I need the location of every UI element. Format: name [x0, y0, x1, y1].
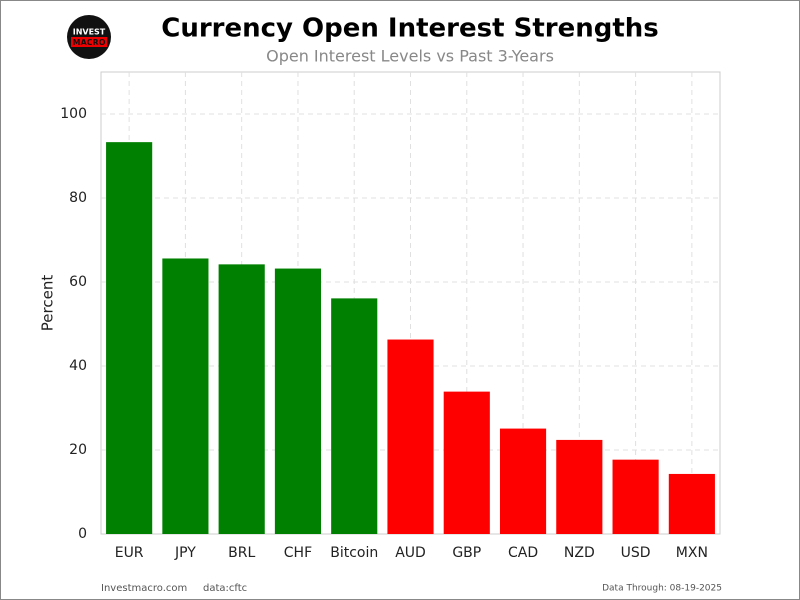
bar: [331, 298, 378, 534]
footer-site: Investmacro.com: [101, 583, 187, 594]
x-tick-label: BRL: [228, 545, 255, 561]
y-axis-label: Percent: [39, 275, 57, 332]
bar: [612, 459, 659, 534]
footer-date: Data Through: 08-19-2025: [602, 584, 722, 594]
chart-title: Currency Open Interest Strengths: [161, 14, 659, 44]
bar: [443, 391, 490, 534]
x-tick-label: JPY: [174, 545, 196, 561]
bar: [106, 142, 153, 534]
y-tick-label: 100: [60, 106, 87, 122]
x-tick-label: Bitcoin: [330, 545, 378, 561]
bar: [668, 473, 715, 534]
y-tick-label: 20: [69, 442, 87, 458]
bar: [499, 428, 547, 534]
y-tick-label: 80: [69, 190, 87, 206]
chart-subtitle: Open Interest Levels vs Past 3-Years: [266, 47, 554, 66]
logo-text: INVEST: [73, 28, 106, 37]
bar: [387, 339, 434, 534]
bar: [218, 264, 265, 534]
logo-band: [71, 37, 107, 47]
x-tick-label: USD: [621, 545, 651, 561]
footer-source: data:cftc: [203, 583, 247, 594]
y-tick-label: 60: [69, 274, 87, 290]
y-tick-label: 0: [78, 526, 87, 542]
x-tick-label: MXN: [676, 545, 708, 561]
x-tick-label: AUD: [395, 545, 426, 561]
x-tick-label: CAD: [508, 545, 538, 561]
x-tick-label: EUR: [115, 545, 144, 561]
bar: [274, 268, 322, 534]
logo-text: MACRO: [73, 38, 106, 47]
x-tick-label: GBP: [452, 545, 481, 561]
bar: [162, 258, 209, 534]
x-tick-label: CHF: [284, 545, 312, 561]
bar: [556, 439, 603, 534]
x-tick-label: NZD: [564, 545, 595, 561]
y-tick-label: 40: [69, 358, 87, 374]
